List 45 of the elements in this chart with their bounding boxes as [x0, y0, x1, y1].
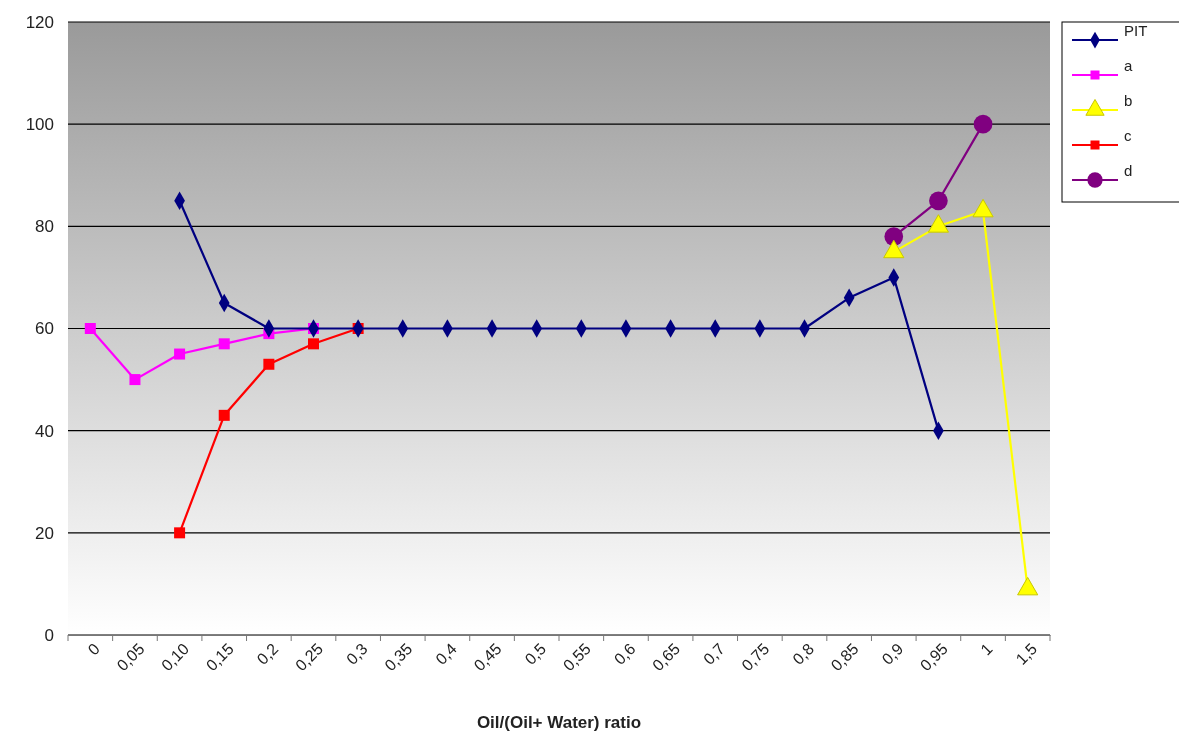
point: [84, 323, 96, 334]
x-tick-label: 0,2: [253, 640, 282, 668]
y-tick-label: 60: [35, 319, 54, 339]
y-tick-label: 0: [44, 625, 54, 645]
point: [973, 114, 993, 134]
x-tick-label: 0,8: [789, 640, 818, 668]
x-tick-label: 0: [84, 640, 103, 659]
x-tick-label: 0,6: [610, 640, 639, 668]
point: [218, 409, 230, 421]
point: [218, 338, 230, 350]
point: [929, 191, 948, 211]
x-tick-label: 0,4: [432, 640, 461, 668]
y-tick-label: 40: [35, 421, 54, 441]
legend-label: b: [1124, 92, 1133, 109]
y-tick-label: 20: [35, 523, 54, 543]
x-tick-label: 0,55: [559, 640, 594, 675]
x-tick-label: 0,25: [292, 640, 327, 675]
x-tick-label: 0,5: [521, 640, 550, 668]
y-tick-label: 120: [25, 12, 54, 32]
x-tick-label: 0,65: [649, 640, 684, 675]
x-tick-label: 0,75: [738, 640, 773, 675]
point: [174, 527, 186, 539]
y-tick-label: 100: [25, 115, 54, 135]
x-tick-label: 0,3: [342, 640, 371, 668]
x-tick-label: 0,45: [470, 640, 505, 675]
x-axis-title: Oil/(Oil+ Water) ratio: [476, 713, 642, 732]
x-tick-label: 1: [977, 640, 996, 659]
point: [263, 358, 275, 370]
point: [174, 348, 186, 360]
point: [129, 374, 141, 386]
point: [308, 338, 319, 350]
legend-label: PIT: [1124, 22, 1148, 39]
legend-label: c: [1124, 127, 1132, 144]
x-tick-label: 0,15: [202, 640, 237, 675]
x-tick-label: 0,95: [916, 640, 952, 675]
x-tick-label: 0,10: [158, 640, 193, 675]
legend-label: a: [1124, 57, 1133, 74]
x-tick-label: 0,35: [381, 640, 416, 675]
y-tick-label: 80: [35, 217, 54, 237]
x-tick-label: 0,05: [113, 640, 148, 675]
x-tick-label: 0,7: [700, 640, 728, 668]
legend-label: d: [1124, 162, 1133, 179]
x-tick-label: 0,85: [827, 640, 862, 675]
x-tick-label: 1,5: [1012, 640, 1041, 668]
x-tick-label: 0,9: [878, 640, 907, 668]
